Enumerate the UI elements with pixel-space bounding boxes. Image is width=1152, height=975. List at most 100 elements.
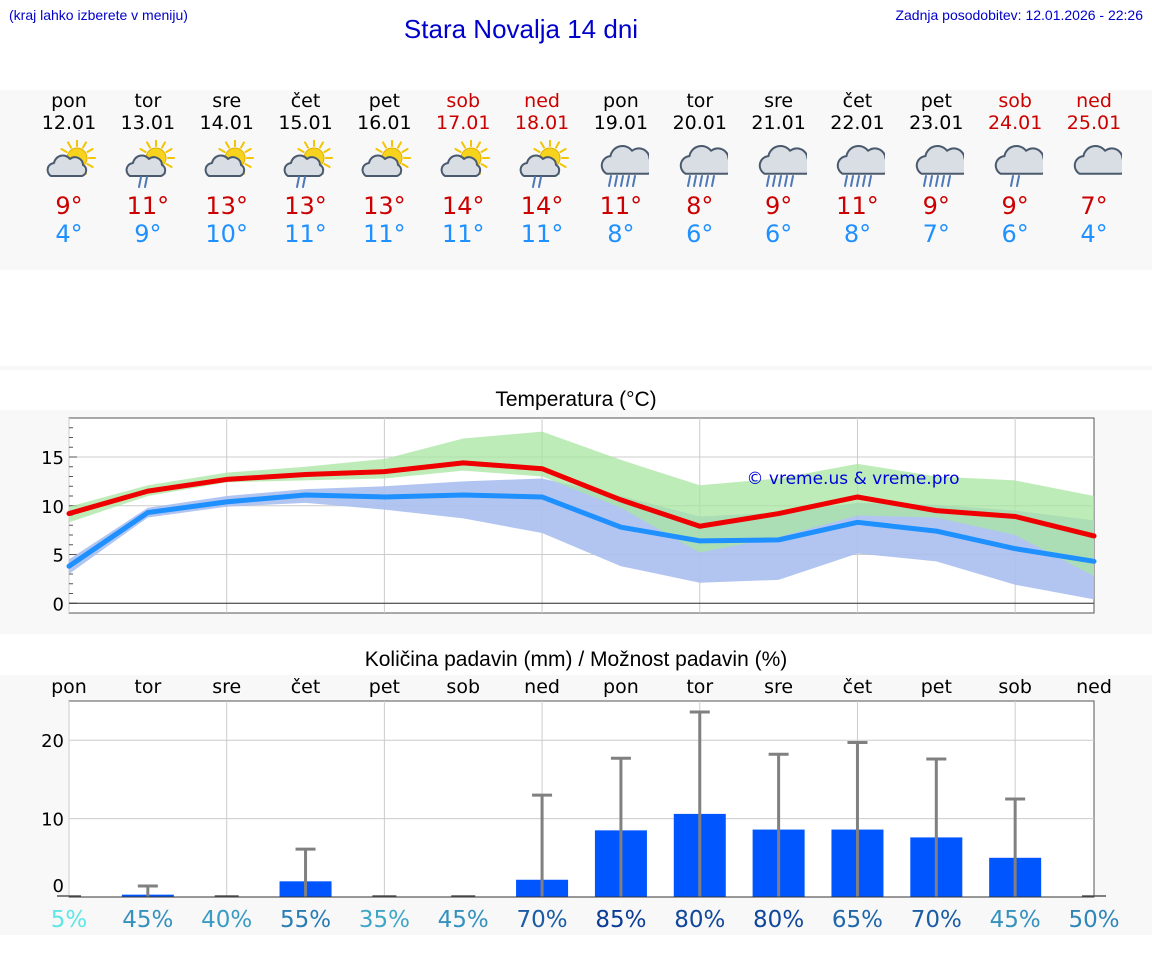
category-label: tor [686, 676, 713, 698]
icon-group [519, 140, 570, 188]
rain-drop [698, 175, 703, 187]
sun-ray [397, 141, 403, 149]
min-temperature-point [382, 495, 386, 499]
sun-ray [67, 141, 72, 149]
icon-group [283, 140, 333, 188]
day-name: pon [51, 90, 87, 112]
max-temperature-point [461, 461, 465, 465]
icon-group [361, 140, 412, 177]
last-update: Zadnja posodobitev: 12.01.2026 - 22:26 [895, 7, 1143, 23]
day-name: sob [446, 90, 481, 112]
sun-ray [401, 148, 409, 153]
rain-drop [143, 176, 148, 188]
max-temperature: 7° [1080, 192, 1108, 220]
day-column: sob 17.01 14° 11° [423, 90, 503, 248]
temperature-chart-title: Temperatura (°C) [495, 388, 657, 411]
cloud-heavy-rain-icon [758, 145, 807, 187]
min-temperature: 11° [441, 220, 485, 248]
min-temperature: 4° [55, 220, 83, 248]
max-temperature: 14° [441, 192, 485, 220]
day-column: sob 24.01 9° 6° [975, 90, 1055, 248]
sun-ray [559, 148, 567, 153]
temperature-chart: 0 5 10 15 © vreme.us & vreme.pro [41, 417, 1097, 615]
day-date: 12.01 [41, 112, 97, 134]
min-temperature-point [698, 539, 702, 543]
min-temperature-point [461, 493, 465, 497]
max-temperature-point [855, 495, 859, 499]
cloud-shape [994, 145, 1044, 175]
max-temperature-point [146, 489, 150, 493]
sun-ray [86, 148, 94, 153]
day-column: sre 14.01 13° 10° [187, 90, 267, 248]
cloud-icon [1073, 145, 1122, 175]
min-temperature: 8° [843, 220, 872, 248]
icon-group [679, 145, 728, 187]
precipitation-probability: 70% [517, 907, 568, 933]
rain-drop [631, 175, 636, 187]
day-name: tor [686, 90, 714, 112]
max-temperature: 11° [126, 192, 170, 220]
rain-drop [625, 175, 630, 187]
category-label: čet [843, 676, 873, 698]
category-label: čet [291, 676, 321, 698]
cloud-heavy-rain-icon [916, 145, 965, 187]
max-temperature-point [619, 498, 623, 502]
max-temperature: 13° [205, 192, 248, 220]
precipitation-probability: 45% [122, 907, 173, 933]
location-menu-hint: (kraj lahko izberete v meniju) [9, 7, 188, 23]
cloud-shape [204, 154, 245, 177]
day-column: pet 16.01 13° 11° [344, 90, 424, 248]
min-temperature: 8° [607, 220, 635, 248]
day-date: 21.01 [751, 112, 806, 134]
min-temperature-point [225, 500, 229, 504]
rain-drop [777, 175, 782, 187]
day-name: pet [920, 90, 952, 112]
max-temperature-line [66, 460, 1097, 539]
sun-ray [244, 163, 252, 168]
sun-ray [82, 141, 87, 149]
icon-group [758, 145, 807, 187]
max-temperature-point [777, 512, 781, 516]
rain-drop [868, 175, 873, 187]
sun-cloud-icon [46, 140, 96, 177]
min-temperature: 6° [686, 220, 714, 248]
sun-ray [480, 148, 488, 153]
max-temperature-point [934, 509, 938, 513]
rain-drop [137, 176, 142, 188]
sun-ray [322, 163, 331, 168]
precipitation-probability: 45% [438, 907, 489, 933]
rain-drop [532, 176, 537, 188]
max-temperature: 13° [363, 192, 406, 220]
cloud-rain-icon [994, 145, 1044, 187]
category-label: sob [446, 676, 480, 698]
min-temperature-point [855, 520, 859, 524]
max-temperature-point [304, 473, 308, 477]
min-temperature-point [777, 538, 781, 542]
rain-drop [538, 176, 543, 188]
precipitation-probability: 80% [753, 907, 804, 933]
category-label: tor [134, 676, 161, 698]
precipitation-probability: 70% [911, 907, 962, 933]
sun-ray [139, 148, 147, 153]
rain-drop [935, 175, 940, 187]
icon-group [125, 140, 175, 188]
cloud-shape [440, 154, 482, 177]
day-date: 19.01 [593, 112, 649, 134]
max-temperature: 8° [686, 192, 714, 220]
sun-ray [401, 163, 409, 168]
day-column: pet 23.01 9° 7° [896, 90, 976, 248]
cloud-heavy-rain-icon [837, 145, 886, 187]
day-column: tor 13.01 11° 9° [108, 90, 188, 248]
day-column: čet 15.01 13° 11° [266, 90, 346, 248]
day-name: čet [842, 90, 873, 112]
day-date: 15.01 [278, 112, 333, 134]
max-temperature: 14° [520, 192, 564, 220]
day-date: 25.01 [1066, 112, 1122, 134]
y-tick-label: 15 [41, 448, 64, 469]
y-tick-label: 10 [41, 497, 64, 518]
precipitation-chart-title: Količina padavin (mm) / Možnost padavin … [364, 648, 788, 671]
rain-drop [619, 175, 624, 187]
cloud-shape [600, 145, 649, 175]
sun-ray [454, 148, 462, 153]
day-name: čet [290, 90, 321, 112]
